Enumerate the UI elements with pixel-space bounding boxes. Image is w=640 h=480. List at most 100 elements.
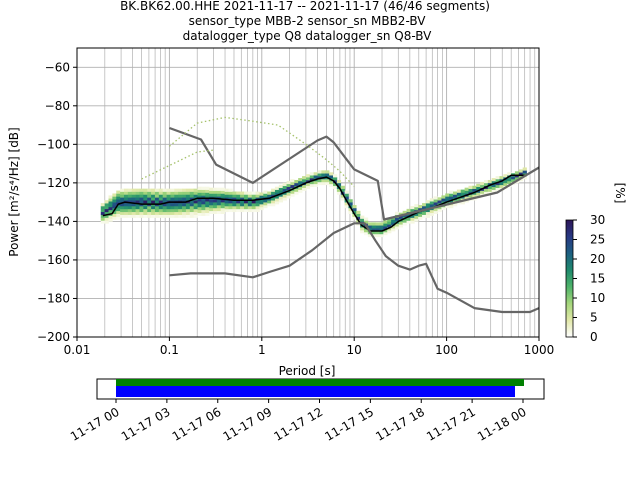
psd-cell xyxy=(139,205,144,210)
psd-cell xyxy=(147,214,152,218)
psd-cell xyxy=(348,207,353,212)
psd-cell xyxy=(468,194,473,198)
psd-cell xyxy=(108,215,113,219)
psd-cell xyxy=(398,224,404,228)
psd-cell xyxy=(135,194,140,198)
psd-cell xyxy=(317,170,322,174)
psd-cell xyxy=(116,199,121,203)
psd-cell xyxy=(518,169,524,173)
psd-cell xyxy=(232,208,237,213)
psd-cell xyxy=(321,170,326,174)
psd-cell xyxy=(127,214,133,218)
psd-cell xyxy=(453,191,458,195)
psd-cell xyxy=(344,196,349,200)
psd-cell xyxy=(425,205,431,210)
psd-cell xyxy=(449,193,454,197)
psd-cell xyxy=(185,194,191,198)
psd-cell xyxy=(236,203,241,207)
psd-cell xyxy=(220,205,225,209)
psd-cell xyxy=(433,202,438,206)
psd-cell xyxy=(472,185,477,189)
psd-cell xyxy=(441,206,446,211)
psd-cell xyxy=(162,214,167,218)
psd-cell xyxy=(232,197,237,201)
psd-cell xyxy=(131,205,136,210)
psd-cell xyxy=(135,200,140,204)
psd-cell xyxy=(398,221,404,225)
psd-cell xyxy=(116,196,121,200)
psd-cell xyxy=(112,216,117,220)
psd-cell xyxy=(224,200,229,204)
psd-cell xyxy=(135,197,140,201)
psd-cell xyxy=(120,203,125,207)
timeline-tick-label: 11-17 09 xyxy=(221,405,275,444)
psd-cell xyxy=(418,205,423,209)
psd-cell xyxy=(240,194,245,198)
y-tick-label: −180 xyxy=(37,291,70,305)
psd-cell xyxy=(422,203,427,207)
psd-cell xyxy=(371,231,376,235)
timeline-tick-label: 11-17 12 xyxy=(271,405,325,444)
psd-cell xyxy=(282,194,287,198)
psd-cell xyxy=(375,231,380,235)
psd-cell xyxy=(336,179,342,184)
psd-cell xyxy=(131,208,136,213)
psd-cell xyxy=(205,186,210,190)
psd-cell xyxy=(507,180,512,185)
psd-cell xyxy=(491,180,496,185)
psd-cell xyxy=(495,179,500,183)
new-high-noise-model-line xyxy=(169,126,540,221)
psd-cell xyxy=(360,215,365,219)
psd-cell xyxy=(298,189,303,193)
psd-cell xyxy=(379,233,384,238)
psd-cell xyxy=(127,203,133,207)
psd-cell xyxy=(154,188,160,192)
psd-cell xyxy=(224,205,229,210)
psd-cell xyxy=(363,231,369,236)
psd-cell xyxy=(166,191,171,195)
psd-cell xyxy=(228,203,233,207)
x-tick-label: 100 xyxy=(435,343,458,357)
psd-cell xyxy=(483,182,489,187)
psd-cell xyxy=(178,203,183,207)
psd-cell xyxy=(182,194,187,198)
psd-cell xyxy=(143,197,148,201)
psd-cell xyxy=(197,189,202,193)
psd-cell xyxy=(425,200,431,204)
psd-cell xyxy=(216,190,222,194)
psd-cell xyxy=(507,178,512,182)
psd-cell xyxy=(305,182,311,187)
psd-cell xyxy=(445,196,450,200)
psd-cell xyxy=(135,205,140,210)
psd-cell xyxy=(205,201,210,205)
psd-cell xyxy=(224,191,229,195)
psd-cell xyxy=(259,204,264,208)
psd-cell xyxy=(255,203,260,207)
psd-cell xyxy=(131,197,136,201)
psd-cell xyxy=(278,196,284,200)
psd-cell xyxy=(255,200,260,204)
psd-cell xyxy=(108,198,113,202)
psd-cell xyxy=(410,214,415,218)
psd-cell xyxy=(305,185,311,189)
psd-cell xyxy=(240,205,245,210)
psd-cell xyxy=(329,172,334,176)
psd-cell xyxy=(290,190,295,194)
psd-cell xyxy=(108,218,113,222)
psd-cell xyxy=(170,214,175,218)
psd-cell xyxy=(255,205,260,210)
psd-cell xyxy=(387,224,392,228)
psd-cell xyxy=(483,188,489,192)
psd-cell xyxy=(410,217,415,221)
mean-line xyxy=(102,174,525,232)
psd-cell xyxy=(236,208,241,213)
y-tick-label: −160 xyxy=(37,253,70,267)
psd-cell xyxy=(394,223,400,227)
plot-area: 0.01 0.1 1 10 100 1000 −60 −80 −100 −120 −140 −160… xyxy=(37,47,554,357)
psd-cell xyxy=(271,203,276,207)
psd-cell xyxy=(123,211,129,215)
psd-cell xyxy=(170,188,175,192)
psd-cell xyxy=(162,211,167,215)
psd-cell xyxy=(127,188,133,192)
